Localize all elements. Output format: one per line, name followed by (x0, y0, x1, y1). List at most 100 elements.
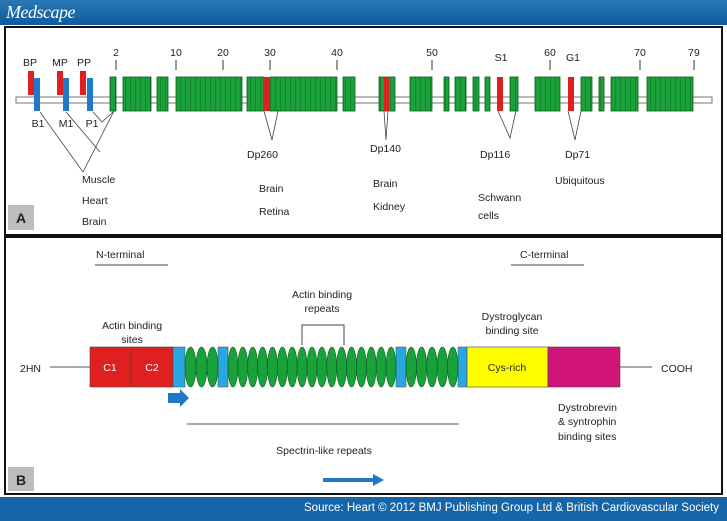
promoters (28, 71, 93, 111)
spectrin-repeat (436, 346, 448, 388)
exon-block (269, 76, 338, 112)
internal-promoter-exon (264, 77, 270, 111)
cys-rich-domain (466, 346, 549, 388)
carboxy-terminus-label: COOH (661, 363, 693, 375)
exons (109, 76, 694, 112)
exon-tick-label: 70 (634, 47, 646, 59)
spectrin-repeat (385, 346, 397, 388)
promoter-red (57, 71, 63, 95)
exon-block (534, 76, 561, 112)
spectrin-repeat (286, 346, 298, 388)
promoter-pp: PP (77, 57, 91, 69)
cys-rich-label: Cys-rich (488, 362, 527, 374)
spectrin-repeat (416, 346, 428, 388)
panel-b-badge (8, 467, 34, 491)
source-credit: Source: Heart © 2012 BMJ Publishing Grou… (304, 502, 719, 514)
promoter-m1: M1 (59, 118, 74, 130)
tissue-brain: Brain (82, 216, 107, 228)
tissue-heart: Heart (82, 195, 108, 207)
dystrobrevin-label: & syntrophin (558, 416, 617, 428)
c-terminal-domain (547, 346, 621, 388)
c1-label: C1 (103, 362, 117, 374)
tissue-muscle: Muscle (82, 174, 115, 186)
spectrin-repeat (346, 346, 357, 388)
gene-line (15, 96, 713, 104)
tissue: Brain (259, 183, 284, 195)
exon-block (109, 76, 117, 112)
connector-lines (39, 110, 582, 173)
dystroglycan-label: Dystroglycan (482, 311, 543, 323)
exon-tick-label: 2 (113, 47, 119, 59)
n-terminal-label: N-terminal (96, 249, 144, 261)
exon-block (598, 76, 605, 112)
promoter-red (80, 71, 86, 95)
spectrin-repeat (326, 346, 338, 388)
actin-binding-domain (89, 346, 174, 388)
rod-domain (172, 346, 468, 388)
spectrin-repeat (366, 346, 377, 388)
exon-block (472, 76, 480, 112)
promoter-blue (34, 78, 40, 111)
exon-tick-label: 10 (170, 47, 182, 59)
exon-block (443, 76, 450, 112)
dystrobrevin-label: binding sites (558, 431, 616, 443)
tissue: cells (478, 210, 499, 222)
exon-ticks: 2 10 20 30 40 50 60 70 79 (113, 47, 700, 70)
spectrin-repeat (184, 346, 197, 388)
tissue: Kidney (373, 201, 406, 213)
hinge-region (457, 346, 468, 388)
spectrin-repeat (375, 346, 387, 388)
spectrin-repeat (227, 346, 239, 388)
panel-a-badge (8, 205, 34, 230)
spectrin-repeat (195, 346, 208, 388)
product-dp116: Dp116 (480, 149, 510, 161)
actin-sites-label: Actin binding (102, 320, 162, 332)
panel-a-labels: BP MP PP B1 M1 P1 S1 G1 Muscle Heart Bra… (23, 52, 605, 228)
spectrin-repeat (237, 346, 249, 388)
spectrin-repeat (257, 346, 268, 388)
spectrin-repeat (277, 346, 288, 388)
small-arrow-icon (168, 389, 189, 407)
promoter-bp: BP (23, 57, 37, 69)
c2-label: C2 (145, 362, 159, 374)
footer-bar: Source: Heart © 2012 BMJ Publishing Grou… (0, 497, 727, 521)
hinge-region (395, 346, 407, 388)
panel-a (4, 26, 723, 236)
exon-block (246, 76, 265, 112)
tissue: Brain (373, 178, 398, 190)
panel-a-badge-label: A (16, 210, 26, 226)
spectrin-repeat (316, 346, 328, 388)
exon-block (484, 76, 491, 112)
exon-tick-label: 50 (426, 47, 438, 59)
header-bar: Medscape (0, 0, 727, 25)
internal-promoter-exon (568, 77, 574, 111)
spectrin-label: Spectrin-like repeats (276, 445, 372, 457)
tissue: Ubiquitous (555, 175, 605, 187)
actin-repeats-label: repeats (304, 303, 339, 315)
exon-block (156, 76, 169, 112)
product-dp71: Dp71 (565, 149, 590, 161)
exon-block (122, 76, 152, 112)
promoter-p1: P1 (86, 118, 99, 130)
tissue: Schwann (478, 192, 521, 204)
promoter-s1: S1 (495, 52, 508, 64)
actin-repeats-bracket (301, 324, 345, 345)
spectrin-repeat (447, 346, 459, 388)
internal-promoter-exon (384, 77, 389, 111)
spectrin-repeat (356, 346, 367, 388)
actin-repeats-label: Actin binding (292, 289, 352, 301)
promoter-b1: B1 (32, 118, 45, 130)
long-arrow-icon (323, 474, 384, 486)
hinge-region (172, 346, 186, 388)
spectrin-repeat (306, 346, 318, 388)
product-dp260: Dp260 (247, 149, 278, 161)
promoter-blue (63, 78, 69, 111)
amino-terminus-label: 2HN (20, 363, 41, 375)
hinge-region (217, 346, 229, 388)
actin-sites-label: sites (121, 334, 143, 346)
exon-block (580, 76, 593, 112)
exon-tick-label: 40 (331, 47, 343, 59)
c-terminal-label: C-terminal (520, 249, 568, 261)
dystrobrevin-label: Dystrobrevin (558, 402, 617, 414)
internal-promoter-exon (497, 77, 503, 111)
